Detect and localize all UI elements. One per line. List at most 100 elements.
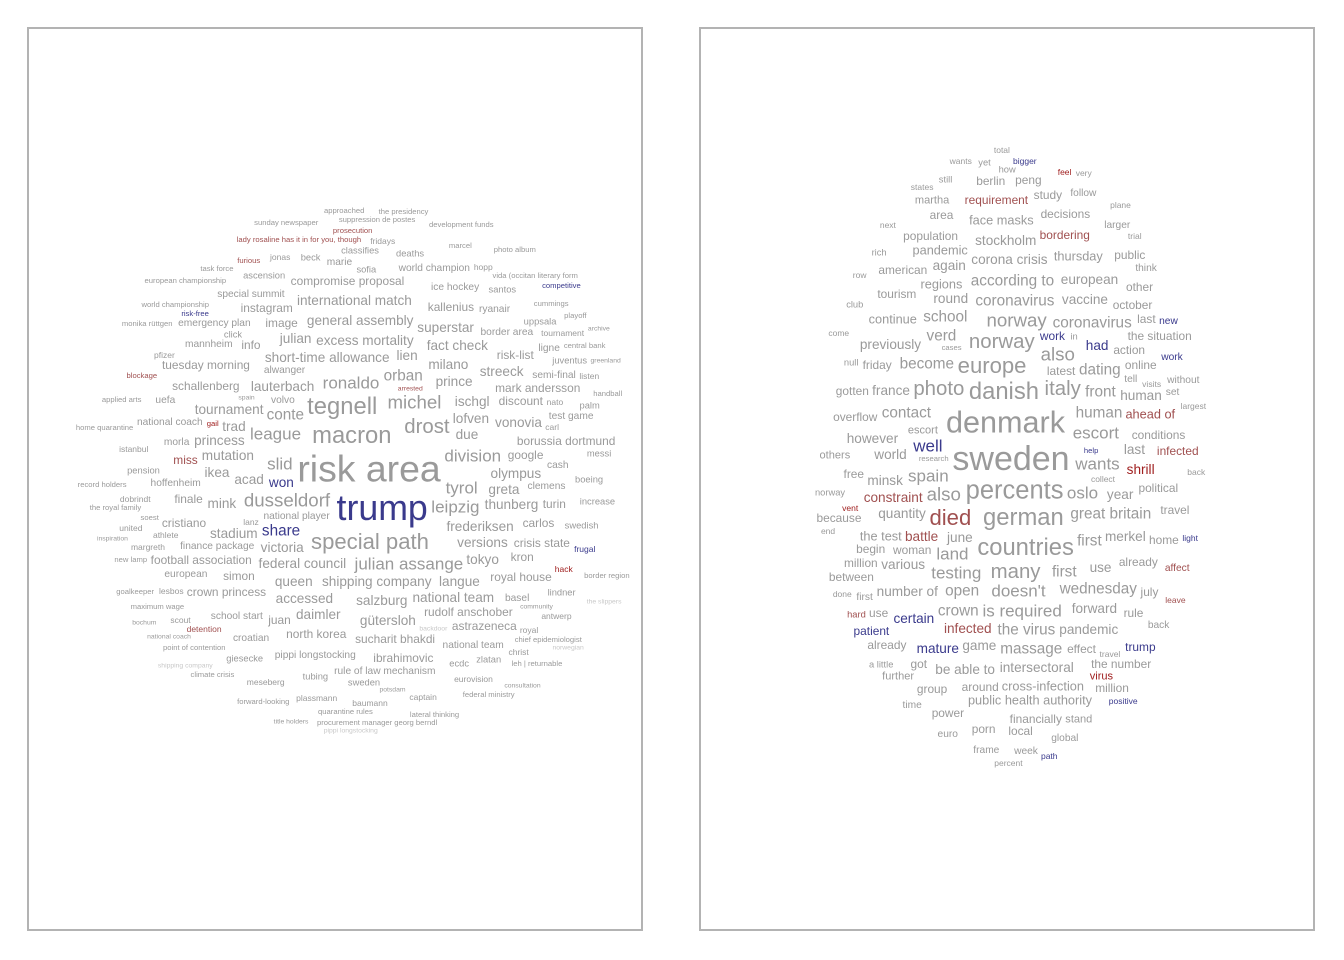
cloud-word: friday — [862, 357, 892, 372]
cloud-word: national coach — [147, 633, 191, 641]
cloud-word: julian assange — [354, 554, 464, 574]
cloud-word: short-time allowance — [264, 350, 390, 366]
cloud-word: archive — [587, 325, 610, 333]
cloud-word: queen — [274, 574, 313, 590]
cloud-word: sweden — [347, 676, 381, 687]
cloud-word: power — [931, 705, 965, 720]
cloud-word: around — [961, 679, 999, 694]
cloud-word: affect — [1164, 563, 1190, 575]
cloud-word: due — [455, 426, 479, 442]
cloud-word: lateral thinking — [409, 709, 460, 719]
cloud-word: many — [990, 560, 1041, 583]
cloud-word: royal — [519, 624, 539, 635]
cloud-word: infected — [943, 621, 992, 637]
cloud-word: baumann — [352, 697, 388, 708]
cloud-word: the royal family — [89, 502, 142, 512]
cloud-word: finance package — [180, 540, 255, 552]
cloud-word: instagram — [240, 301, 293, 316]
cloud-word: great britain — [1070, 505, 1152, 523]
cloud-word: forward — [1071, 601, 1118, 617]
cloud-word: semi-final — [532, 369, 576, 381]
cloud-word: arrested — [397, 385, 423, 393]
cloud-word: inspiration — [96, 535, 128, 543]
cloud-word: club — [846, 298, 864, 309]
cloud-word: click — [223, 328, 243, 339]
cloud-word: set — [1165, 386, 1180, 398]
cloud-word: new — [1159, 315, 1178, 327]
cloud-word: time — [902, 700, 922, 712]
cloud-word: feel — [1057, 167, 1072, 178]
cloud-word: rule of law mechanism — [334, 665, 436, 677]
cloud-word: martha — [914, 194, 950, 207]
cloud-word: border region — [584, 571, 630, 581]
cloud-word: first — [1077, 532, 1102, 550]
cloud-word: lanz — [243, 516, 259, 527]
cloud-word: langue — [439, 573, 480, 589]
cloud-word: new lamp — [114, 554, 148, 564]
cloud-word: thursday — [1053, 248, 1103, 264]
cloud-word: conte — [266, 406, 305, 424]
cloud-word: financially — [1009, 711, 1062, 726]
cloud-word: human — [1120, 388, 1162, 404]
cloud-word: collect — [1090, 473, 1116, 484]
cloud-word: quarantine rules — [318, 707, 373, 717]
cloud-word: trump — [1125, 639, 1156, 654]
cloud-word: already — [867, 638, 907, 653]
cloud-word: competitive — [542, 280, 581, 290]
cloud-word: lady rosaline has it in for you, though — [236, 235, 362, 245]
cloud-word: begin — [856, 541, 886, 556]
cloud-word: olympus — [490, 466, 542, 482]
cloud-word: kallenius — [427, 299, 475, 314]
cloud-word: athlete — [152, 529, 179, 540]
cloud-word: border area — [480, 326, 534, 338]
cloud-word: the slippers — [586, 598, 622, 606]
cloud-word: lien — [396, 348, 418, 364]
cloud-word: giesecke — [226, 653, 264, 664]
cloud-word: wants — [949, 156, 972, 167]
cloud-word: become — [899, 355, 954, 373]
cloud-word: school start — [210, 610, 263, 622]
cloud-word: gütersloh — [359, 613, 416, 629]
cloud-word: compromise proposal — [290, 273, 405, 288]
cloud-word: hopp — [473, 262, 493, 273]
cloud-word: pension — [127, 465, 160, 476]
word-cloud-right: sweden denmark percents german danish countri… — [699, 27, 1315, 931]
word-cloud-left: risk area trump macron tegnell special path d… — [27, 27, 643, 931]
cloud-word: october — [1112, 297, 1153, 312]
cloud-word: coronavirus — [1052, 314, 1132, 332]
cloud-word: captain — [409, 691, 437, 702]
cloud-word: stand — [1065, 713, 1093, 726]
cloud-word: tuesday morning — [162, 358, 250, 373]
cloud-word: leh | returnable — [511, 659, 563, 669]
cloud-word: first — [856, 591, 873, 603]
cloud-word: peng — [1015, 173, 1042, 188]
cloud-word: general assembly — [306, 313, 414, 329]
cloud-word: wants — [1075, 454, 1120, 474]
cloud-word: goalkeeper — [116, 586, 155, 596]
cloud-word: playoff — [564, 310, 587, 320]
cloud-word: croatian — [232, 633, 270, 645]
cloud-word: vida (occitan literary form — [492, 271, 578, 281]
cloud-word: danish — [968, 378, 1039, 406]
cloud-word: leave — [1165, 594, 1186, 605]
cloud-word: world championship — [141, 300, 209, 310]
cloud-word: continue — [868, 311, 917, 327]
cloud-word: forward-looking — [237, 697, 290, 707]
cloud-word: american — [878, 262, 928, 277]
cloud-word: help — [1083, 446, 1099, 456]
cloud-word: task force — [200, 263, 234, 273]
cloud-word: dating — [1079, 360, 1121, 378]
cloud-word: shipping company — [321, 573, 432, 589]
cloud-word: macron — [312, 422, 392, 450]
cloud-word: spain — [908, 466, 949, 486]
cloud-word: point of contention — [162, 642, 226, 652]
cloud-word: human — [1075, 404, 1123, 422]
cloud-word: ibrahimovic — [373, 651, 434, 666]
cloud-word: ecdc — [449, 657, 470, 668]
cloud-word: emergency plan — [178, 317, 251, 329]
cloud-word: ryanair — [478, 303, 511, 315]
cloud-word: berlin — [976, 174, 1006, 189]
cloud-word: political — [1138, 480, 1179, 495]
cloud-word: other — [1126, 279, 1154, 294]
cloud-word: follow — [1070, 188, 1097, 200]
